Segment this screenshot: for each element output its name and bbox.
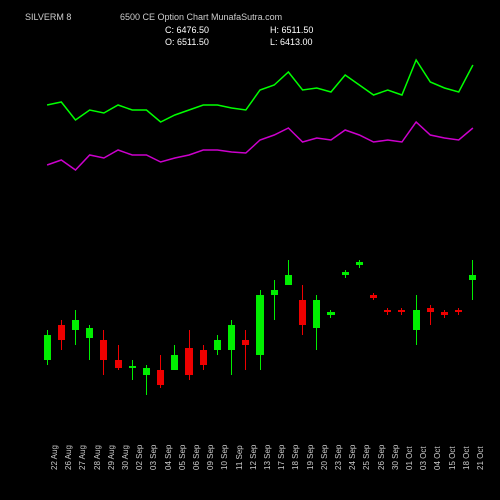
candle-body bbox=[86, 328, 93, 338]
candle-body bbox=[129, 366, 136, 368]
candle-body bbox=[441, 312, 448, 315]
candle-body bbox=[143, 368, 150, 375]
candle-body bbox=[356, 262, 363, 265]
candle-body bbox=[214, 340, 221, 350]
x-axis-label: 24 Sep bbox=[348, 445, 357, 470]
chart-title: 6500 CE Option Chart MunafaSutra.com bbox=[120, 12, 282, 22]
candle-wick bbox=[132, 360, 133, 380]
candle-wick bbox=[472, 260, 473, 300]
x-axis-label: 02 Sep bbox=[135, 445, 144, 470]
indicator-lines bbox=[40, 50, 480, 430]
x-axis-label: 15 Oct bbox=[448, 446, 457, 470]
candle-body bbox=[299, 300, 306, 325]
x-axis-label: 09 Sep bbox=[206, 445, 215, 470]
candle-body bbox=[271, 290, 278, 295]
candle-body bbox=[398, 310, 405, 312]
x-axis-label: 04 Sep bbox=[164, 445, 173, 470]
candle-body bbox=[469, 275, 476, 280]
candle-body bbox=[185, 348, 192, 375]
ohlc-h: H: 6511.50 bbox=[270, 25, 313, 35]
x-axis-label: 18 Sep bbox=[291, 445, 300, 470]
x-axis-label: 23 Sep bbox=[334, 445, 343, 470]
candle-body bbox=[313, 300, 320, 328]
x-axis-label: 30 Aug bbox=[121, 445, 130, 470]
x-axis-label: 25 Sep bbox=[362, 445, 371, 470]
x-axis-label: 27 Aug bbox=[78, 445, 87, 470]
x-axis-label: 17 Sep bbox=[277, 445, 286, 470]
x-axis-label: 18 Oct bbox=[462, 446, 471, 470]
candle-body bbox=[44, 335, 51, 360]
ohlc-o: O: 6511.50 bbox=[165, 37, 209, 47]
candle-body bbox=[115, 360, 122, 368]
x-axis-label: 11 Sep bbox=[235, 445, 244, 470]
candle-body bbox=[256, 295, 263, 355]
candle-body bbox=[327, 312, 334, 315]
candle-body bbox=[242, 340, 249, 345]
x-axis-label: 19 Sep bbox=[306, 445, 315, 470]
x-axis-label: 13 Sep bbox=[263, 445, 272, 470]
x-axis-label: 10 Sep bbox=[220, 445, 229, 470]
candle-body bbox=[342, 272, 349, 275]
candle-body bbox=[171, 355, 178, 370]
candle-body bbox=[285, 275, 292, 285]
x-axis-label: 03 Sep bbox=[149, 445, 158, 470]
candle-wick bbox=[274, 280, 275, 320]
candle-body bbox=[58, 325, 65, 340]
symbol-label: SILVERM 8 bbox=[25, 12, 71, 22]
x-axis-label: 20 Sep bbox=[320, 445, 329, 470]
x-axis-label: 26 Aug bbox=[64, 445, 73, 470]
x-axis-label: 03 Oct bbox=[419, 446, 428, 470]
x-axis-label: 28 Aug bbox=[93, 445, 102, 470]
x-axis-label: 05 Sep bbox=[178, 445, 187, 470]
candle-body bbox=[455, 310, 462, 312]
candle-body bbox=[100, 340, 107, 360]
x-axis-label: 26 Sep bbox=[377, 445, 386, 470]
candle-body bbox=[72, 320, 79, 330]
candle-body bbox=[228, 325, 235, 350]
candle-body bbox=[200, 350, 207, 365]
candle-body bbox=[427, 308, 434, 312]
x-axis-label: 06 Sep bbox=[192, 445, 201, 470]
x-axis-label: 29 Aug bbox=[107, 445, 116, 470]
candle-body bbox=[370, 295, 377, 298]
x-axis-label: 12 Sep bbox=[249, 445, 258, 470]
x-axis-label: 04 Oct bbox=[433, 446, 442, 470]
x-axis-label: 01 Oct bbox=[405, 446, 414, 470]
x-axis-label: 30 Sep bbox=[391, 445, 400, 470]
candle-body bbox=[384, 310, 391, 312]
x-axis-label: 21 Oct bbox=[476, 446, 485, 470]
candle-body bbox=[157, 370, 164, 385]
ohlc-c: C: 6476.50 bbox=[165, 25, 209, 35]
candle-body bbox=[413, 310, 420, 330]
candle-wick bbox=[245, 330, 246, 370]
x-axis-label: 22 Aug bbox=[50, 445, 59, 470]
ohlc-l: L: 6413.00 bbox=[270, 37, 313, 47]
chart-area: 22 Aug26 Aug27 Aug28 Aug29 Aug30 Aug02 S… bbox=[40, 50, 480, 430]
